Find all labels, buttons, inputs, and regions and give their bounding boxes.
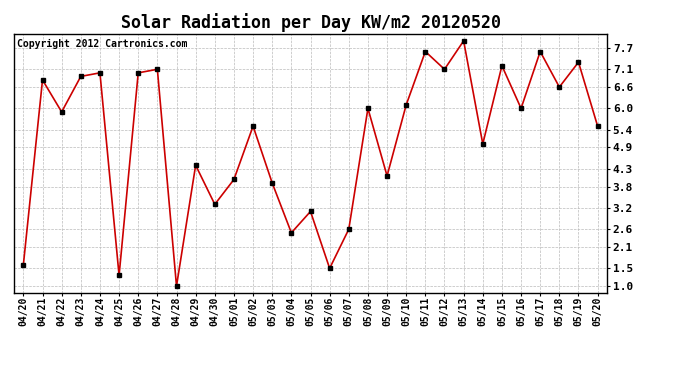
Title: Solar Radiation per Day KW/m2 20120520: Solar Radiation per Day KW/m2 20120520 [121, 13, 500, 32]
Text: Copyright 2012 Cartronics.com: Copyright 2012 Cartronics.com [17, 39, 187, 49]
